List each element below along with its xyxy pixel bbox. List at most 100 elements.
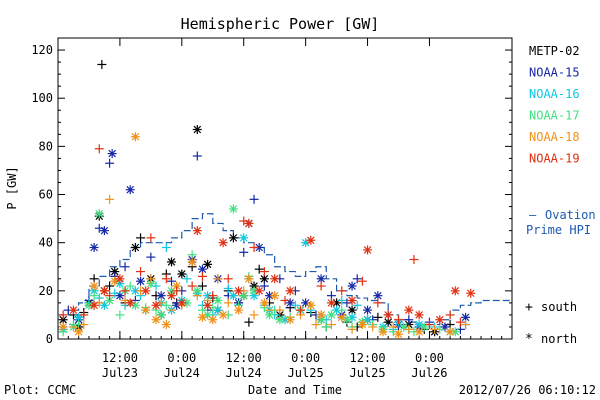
north-point <box>244 218 254 228</box>
south-point <box>197 281 207 291</box>
south-point <box>120 286 130 296</box>
north-point <box>130 242 140 252</box>
x-tick-date-label: Jul23 <box>102 366 138 380</box>
point-stroke <box>435 315 444 324</box>
south-point <box>167 276 176 286</box>
north-point <box>363 245 373 255</box>
point-stroke <box>255 287 264 295</box>
south-point <box>223 283 233 293</box>
point-stroke <box>193 226 202 235</box>
south-point <box>404 315 414 325</box>
south-point <box>105 281 115 291</box>
north-point <box>136 276 146 286</box>
north-point <box>270 274 280 284</box>
north-point <box>326 298 336 308</box>
south-point <box>79 320 89 330</box>
north-point <box>399 322 409 332</box>
north-point <box>177 298 187 308</box>
point-stroke <box>59 315 67 324</box>
point-stroke <box>234 287 243 295</box>
north-point <box>151 300 161 310</box>
south-point <box>105 158 115 168</box>
south-point <box>105 291 115 301</box>
point-stroke <box>100 226 109 235</box>
south-point <box>223 274 233 284</box>
point-stroke <box>327 311 336 319</box>
y-tick-label: 40 <box>39 236 53 250</box>
south-point <box>136 267 146 277</box>
point-stroke <box>348 282 356 290</box>
point-stroke <box>162 320 171 329</box>
point-stroke <box>265 311 274 319</box>
north-point <box>151 315 161 325</box>
south-point <box>161 300 171 310</box>
north-point <box>99 226 109 236</box>
point-stroke <box>260 275 269 283</box>
point-stroke <box>90 282 98 290</box>
south-point <box>388 322 398 332</box>
north-point <box>270 291 280 301</box>
point-stroke <box>286 315 294 324</box>
south-point <box>352 274 362 284</box>
south-point <box>368 322 378 332</box>
legend-item-noaa-18: NOAA-18 <box>529 130 580 144</box>
north-point <box>94 209 104 219</box>
point-stroke <box>374 291 382 300</box>
south-point <box>337 286 347 296</box>
point-stroke <box>348 296 356 305</box>
north-point <box>414 327 424 337</box>
north-point <box>285 315 295 325</box>
point-stroke <box>69 306 78 314</box>
south-point <box>424 320 434 330</box>
north-point <box>89 300 99 310</box>
point-stroke <box>327 299 336 307</box>
south-point <box>249 242 259 252</box>
north-point <box>466 288 476 298</box>
point-stroke <box>152 301 160 310</box>
north-point <box>192 286 202 296</box>
point-stroke <box>152 315 160 324</box>
x-tick-date-label: Jul24 <box>226 366 262 380</box>
point-stroke <box>131 301 140 310</box>
point-stroke <box>343 315 351 324</box>
north-point <box>378 327 388 337</box>
north-point <box>275 315 285 325</box>
north-point <box>347 281 357 291</box>
point-stroke <box>193 125 202 134</box>
south-point <box>146 252 156 262</box>
point-stroke <box>348 306 356 314</box>
legend-item-noaa-19: NOAA-19 <box>529 152 580 166</box>
south-point <box>326 320 336 330</box>
point-stroke <box>108 149 116 158</box>
south-point <box>115 310 125 320</box>
south-point <box>265 305 275 315</box>
south-point <box>409 255 419 265</box>
ovation-legend-label-1: Ovation <box>545 208 596 222</box>
x-tick-time-label: 0:00 <box>167 351 196 365</box>
point-stroke <box>260 299 269 307</box>
north-point <box>450 286 460 296</box>
north-point <box>244 274 254 284</box>
north-point <box>89 242 99 252</box>
south-point <box>280 295 290 305</box>
north-point <box>141 286 151 296</box>
point-stroke <box>198 313 207 322</box>
south-point <box>259 267 269 277</box>
y-axis: 0 20 40 60 80 100 120 <box>31 43 512 346</box>
south-point <box>430 324 440 334</box>
point-stroke <box>384 311 392 319</box>
north-point <box>115 274 125 284</box>
north-point <box>347 295 357 305</box>
x-axis-label: Date and Time <box>248 383 342 397</box>
south-marker-symbol: + <box>525 300 533 315</box>
north-point <box>435 315 445 325</box>
north-point <box>130 132 140 142</box>
point-stroke <box>178 270 186 278</box>
x-tick-time-label: 12:00 <box>349 351 385 365</box>
north-point <box>347 305 357 315</box>
north-point <box>306 235 316 245</box>
north-point <box>228 204 238 214</box>
north-point <box>234 305 244 315</box>
x-axis: 12:00Jul230:00Jul2412:00Jul240:00Jul2512… <box>67 38 503 380</box>
south-point <box>404 324 414 334</box>
